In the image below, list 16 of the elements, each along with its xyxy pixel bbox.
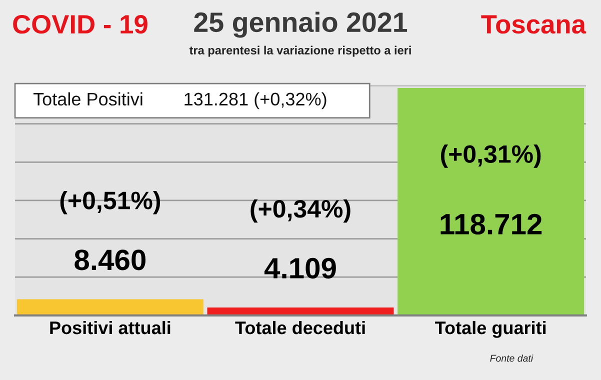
annotation: Totale Positivi — [33, 92, 142, 106]
x-tick-label: Positivi attuali — [50, 320, 170, 334]
chart-title: 25 gennaio 2021 — [194, 12, 408, 38]
text: Toscana — [481, 15, 586, 34]
annotation: 131.281 (+0,32%) — [184, 92, 326, 110]
x-tick-label: Totale guariti — [435, 320, 546, 338]
text: COVID - 19 — [13, 14, 148, 34]
annotation: (+0,51%) — [60, 190, 160, 214]
data-label: 118.712 — [440, 214, 542, 235]
source-note: Fonte dati — [490, 354, 534, 362]
data-label: 8.460 — [74, 250, 146, 270]
annotation: (+0,31%) — [440, 144, 541, 168]
annotation: (+0,34%) — [250, 199, 350, 223]
data-label: 4.109 — [264, 258, 336, 279]
x-tick-label: Totale deceduti — [235, 320, 365, 334]
chart-subtitle: tra parentesi la variazione rispetto a ieri — [189, 46, 411, 57]
